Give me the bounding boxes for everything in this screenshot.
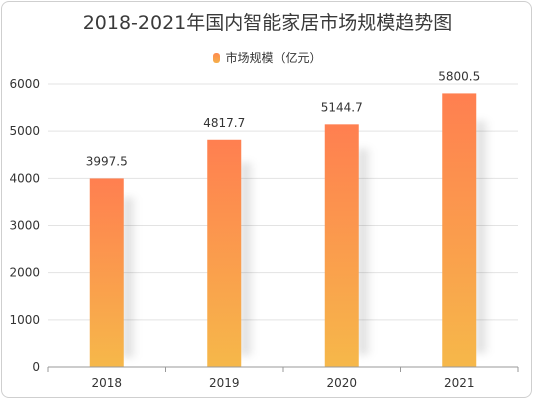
bar-shadow: [241, 162, 256, 356]
data-label: 5800.5: [438, 69, 480, 83]
x-tick-label: 2020: [326, 376, 357, 390]
y-tick-label: 6000: [9, 77, 40, 91]
bar: [324, 124, 359, 368]
chart-title: 2018-2021年国内智能家居市场规模趋势图: [82, 12, 453, 34]
y-tick-label: 4000: [9, 171, 40, 185]
bar: [89, 178, 124, 367]
y-axis-ticks: 0 1000 2000 3000 4000 5000 6000: [9, 77, 40, 374]
legend-swatch: [213, 52, 221, 63]
legend[interactable]: 市场规模（亿元）: [0, 49, 535, 66]
data-label: 4817.7: [203, 116, 245, 130]
x-axis-ticks: 2018 2019 2020 2021: [91, 376, 474, 390]
y-tick-label: 3000: [9, 219, 40, 233]
data-labels: 3997.5 4817.7 5144.7 5800.5: [86, 69, 481, 168]
bar-shadows: [123, 120, 491, 358]
bar-shadow: [476, 120, 491, 354]
bar: [442, 93, 477, 367]
data-label: 5144.7: [321, 100, 363, 114]
bar-shadow: [123, 197, 138, 358]
y-tick-label: 5000: [9, 124, 40, 138]
bar-shadow: [358, 148, 373, 355]
data-label: 3997.5: [86, 154, 128, 168]
y-tick-label: 1000: [9, 313, 40, 327]
legend-label: 市场规模（亿元）: [225, 51, 322, 65]
x-tick-label: 2018: [91, 376, 122, 390]
bar: [207, 139, 242, 367]
x-tick-label: 2019: [209, 376, 240, 390]
x-axis: [47, 366, 519, 372]
y-tick-label: 0: [32, 360, 40, 374]
x-tick-label: 2021: [444, 376, 475, 390]
bars: [89, 93, 477, 368]
y-tick-label: 2000: [9, 266, 40, 280]
